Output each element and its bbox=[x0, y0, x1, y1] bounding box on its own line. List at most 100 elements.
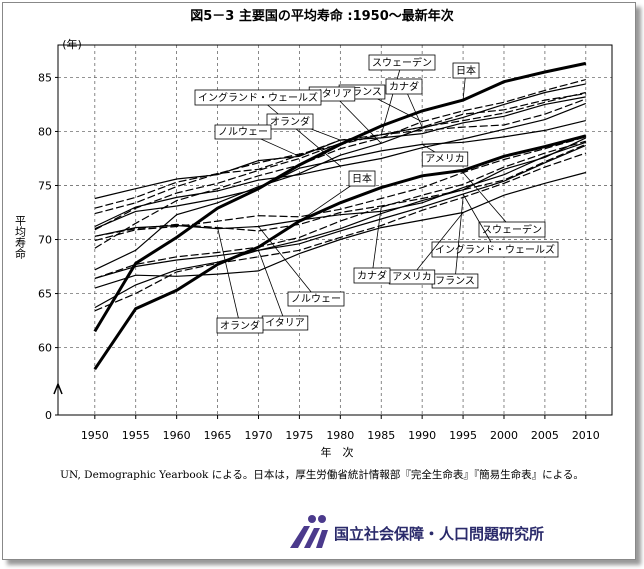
callout: ノルウェー bbox=[214, 124, 272, 140]
series-line bbox=[94, 91, 586, 231]
x-tick-label: 1980 bbox=[326, 429, 354, 442]
callout-box bbox=[266, 113, 314, 130]
y-label: 平均寿命 bbox=[14, 215, 27, 259]
series-label: ノルウェー bbox=[218, 126, 268, 138]
series-label: アメリカ bbox=[425, 153, 465, 165]
callout: カナダ bbox=[385, 78, 423, 95]
callout: スウェーデン bbox=[368, 54, 436, 71]
x-label: 年 次 bbox=[321, 445, 354, 459]
series-label: オランダ bbox=[220, 319, 260, 332]
series-line bbox=[94, 79, 586, 249]
series-label: アメリカ bbox=[392, 271, 432, 283]
series-line bbox=[94, 141, 586, 237]
series-line bbox=[93, 134, 587, 371]
leader-line bbox=[371, 207, 382, 276]
plot-frame bbox=[57, 44, 613, 416]
chart-title: 図5－3 主要国の平均寿命 :1950～最新年次 bbox=[190, 8, 454, 24]
leader-line bbox=[454, 197, 464, 281]
series-label: スウェーデン bbox=[482, 223, 542, 236]
x-tick-label: 2000 bbox=[490, 429, 518, 442]
callout: オランダ bbox=[266, 113, 314, 130]
logo-icon bbox=[290, 515, 328, 548]
x-tick-label: 2010 bbox=[572, 429, 600, 442]
x-tick-label: 1955 bbox=[122, 429, 150, 442]
leader-line bbox=[380, 61, 403, 135]
series-label: イタリア bbox=[312, 88, 352, 100]
callout: イングランド・ウェールズ bbox=[194, 89, 322, 106]
axis-break bbox=[53, 381, 63, 395]
series-line bbox=[94, 140, 586, 279]
leader-line bbox=[462, 172, 513, 230]
series-label: イングランド・ウェールズ bbox=[198, 91, 318, 104]
callout-box bbox=[421, 151, 469, 167]
series-label: フランス bbox=[435, 275, 475, 287]
series-line bbox=[94, 137, 587, 309]
callout: イングランド・ウェールズ bbox=[431, 241, 559, 258]
x-tick-label: 1990 bbox=[408, 429, 436, 442]
callout-box bbox=[353, 267, 391, 284]
callout: スウェーデン bbox=[478, 221, 546, 238]
callout: アメリカ bbox=[421, 151, 469, 167]
series-label: 日本 bbox=[352, 172, 372, 185]
callout-box bbox=[478, 221, 546, 238]
callout-box bbox=[214, 124, 272, 140]
series-label: カナダ bbox=[357, 269, 387, 282]
callout: アメリカ bbox=[388, 269, 436, 285]
y-tick-label: 70 bbox=[38, 234, 52, 247]
y-tick-label: 60 bbox=[38, 342, 52, 355]
leader-line bbox=[217, 227, 241, 326]
callout: 日本 bbox=[348, 170, 376, 187]
series-label: ノルウェー bbox=[291, 293, 341, 305]
series-label: イタリア bbox=[265, 317, 305, 329]
publisher: 国立社会保障・人口問題研究所 bbox=[334, 525, 544, 543]
callout: イタリア bbox=[261, 315, 309, 331]
x-tick-label: 1975 bbox=[285, 429, 313, 442]
leader-line bbox=[462, 193, 496, 250]
x-tick-label: 1950 bbox=[81, 429, 109, 442]
x-tick-label: 1985 bbox=[367, 429, 395, 442]
series-line bbox=[94, 152, 586, 312]
callout: 日本 bbox=[452, 62, 480, 79]
callout-box bbox=[368, 54, 436, 71]
x-tick-label: 1965 bbox=[204, 429, 232, 442]
callout: フランス bbox=[431, 273, 479, 289]
y-tick-label: 85 bbox=[38, 71, 52, 84]
callout-box bbox=[287, 291, 345, 307]
series-label: オランダ bbox=[270, 115, 310, 128]
series-line bbox=[94, 171, 586, 289]
callout-box bbox=[216, 317, 264, 334]
y-tick-label: 0 bbox=[45, 409, 52, 422]
callout: カナダ bbox=[353, 267, 391, 284]
callout: オランダ bbox=[216, 317, 264, 334]
series-label: カナダ bbox=[389, 80, 419, 93]
series-line bbox=[94, 144, 587, 279]
series-label: スウェーデン bbox=[372, 56, 432, 69]
x-tick-label: 1995 bbox=[449, 429, 477, 442]
callout-box bbox=[431, 241, 559, 258]
series-line bbox=[93, 61, 587, 333]
callout: ノルウェー bbox=[287, 291, 345, 307]
callout-box bbox=[348, 170, 376, 187]
leader-line bbox=[411, 212, 464, 277]
note: UN, Demographic Yearbook による。日本は，厚生労働省統計… bbox=[60, 468, 584, 481]
series-line bbox=[94, 143, 587, 237]
series-line bbox=[94, 120, 586, 230]
y-tick-label: 75 bbox=[38, 179, 52, 192]
callout-box bbox=[194, 89, 322, 106]
y-tick-label: 65 bbox=[38, 288, 52, 301]
callout-box bbox=[385, 78, 423, 95]
x-tick-label: 2005 bbox=[531, 429, 559, 442]
callout-box bbox=[452, 62, 480, 79]
leader-line bbox=[258, 250, 286, 323]
series-line bbox=[94, 136, 586, 242]
series-label: イングランド・ウェールズ bbox=[435, 243, 555, 256]
y-unit: (年) bbox=[62, 37, 82, 51]
y-tick-label: 80 bbox=[38, 125, 52, 138]
x-tick-label: 1970 bbox=[244, 429, 272, 442]
series-line bbox=[94, 83, 586, 271]
leader-line bbox=[258, 226, 317, 299]
leader-line bbox=[257, 96, 341, 167]
series-label: 日本 bbox=[456, 64, 476, 77]
